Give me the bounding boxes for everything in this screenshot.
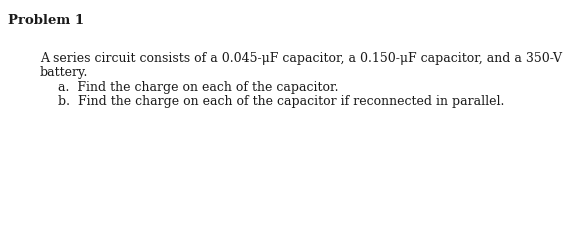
Text: Problem 1: Problem 1 (8, 14, 84, 27)
Text: A series circuit consists of a 0.045-μF capacitor, a 0.150-μF capacitor, and a 3: A series circuit consists of a 0.045-μF … (40, 52, 562, 65)
Text: a.  Find the charge on each of the capacitor.: a. Find the charge on each of the capaci… (58, 81, 339, 94)
Text: battery.: battery. (40, 66, 88, 79)
Text: b.  Find the charge on each of the capacitor if reconnected in parallel.: b. Find the charge on each of the capaci… (58, 95, 504, 108)
